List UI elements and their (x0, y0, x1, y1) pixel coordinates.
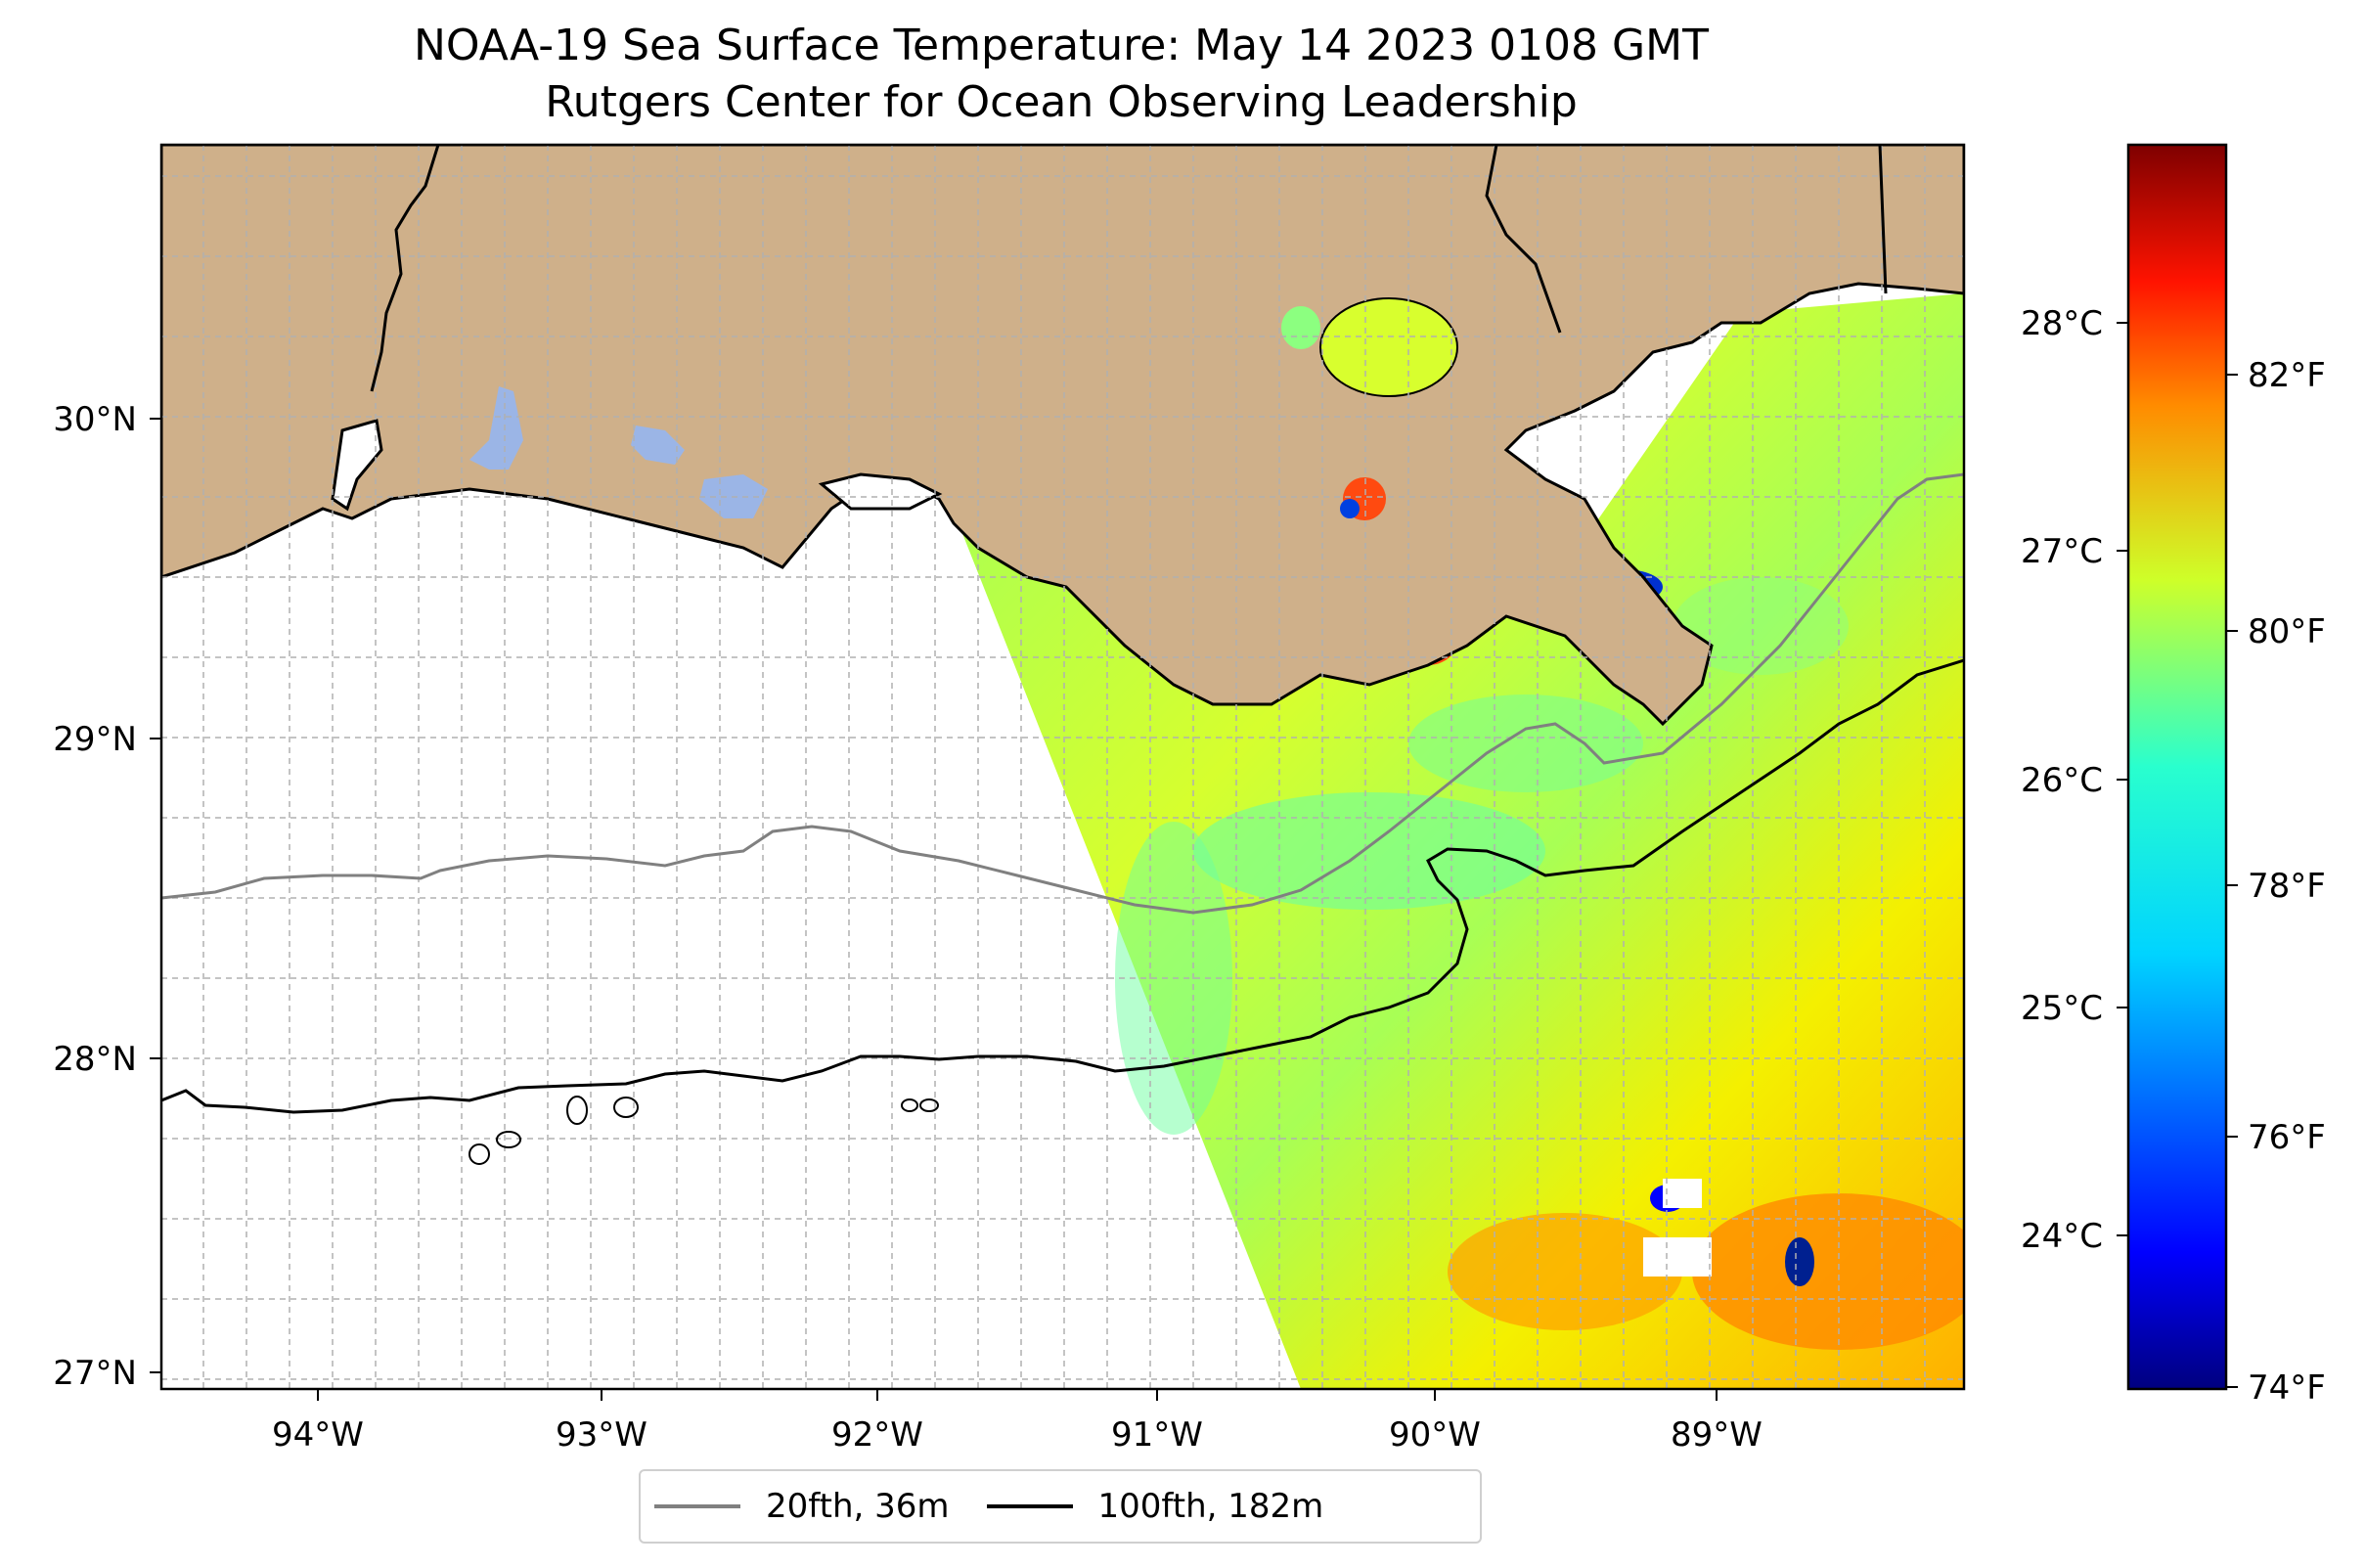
legend-label: 20fth, 36m (766, 1487, 950, 1526)
lat-tick-label: 27°N (53, 1354, 137, 1393)
graticule (161, 145, 1964, 1389)
sabine-lake (331, 419, 383, 512)
title-line-1: NOAA-19 Sea Surface Temperature: May 14 … (414, 21, 1709, 70)
calcasieu (818, 472, 943, 511)
lon-tick-label: 89°W (1671, 1415, 1763, 1455)
lon-tick-label: 94°W (272, 1415, 364, 1455)
state-border (370, 145, 440, 392)
lake-2 (631, 426, 685, 465)
contour-20fth (161, 472, 1964, 915)
lake-1 (469, 386, 523, 470)
fahrenheit-tick-label: 76°F (2248, 1118, 2326, 1157)
colorbar (2126, 143, 2228, 1391)
colorbar-celsius-labels: 28°C 27°C 26°C 25°C 24°C (2021, 304, 2103, 1256)
legend-swatch (986, 1504, 1073, 1508)
fahrenheit-tick-label: 78°F (2248, 867, 2326, 906)
lat-tick-label: 30°N (53, 400, 137, 439)
lon-tick-label: 91°W (1111, 1415, 1203, 1455)
lon-tick-label: 92°W (831, 1415, 923, 1455)
fahrenheit-tick-label: 74°F (2248, 1368, 2326, 1408)
celsius-tick-label: 28°C (2021, 304, 2103, 343)
lat-tick-labels: 30°N 29°N 28°N 27°N (53, 400, 137, 1393)
legend-item-100fth: 100fth, 182m (986, 1487, 1324, 1526)
lat-tick-label: 28°N (53, 1040, 137, 1079)
title-line-2: Rutgers Center for Ocean Observing Leade… (545, 77, 1578, 127)
state-border-east (1485, 145, 1562, 334)
fahrenheit-tick-label: 82°F (2248, 356, 2326, 395)
legend-label: 100fth, 182m (1097, 1487, 1324, 1526)
colorbar-fahrenheit-labels: 82°F 80°F 78°F 76°F 74°F (2248, 356, 2326, 1408)
celsius-tick-label: 24°C (2021, 1217, 2103, 1256)
celsius-tick-label: 27°C (2021, 532, 2103, 571)
legend-item-20fth: 20fth, 36m (654, 1487, 950, 1526)
cloud-gap-1 (1663, 1179, 1702, 1208)
map-frame (159, 143, 1966, 1391)
lat-tick-label: 29°N (53, 720, 137, 759)
legend-swatch (654, 1504, 740, 1508)
contour-100fth (161, 658, 1964, 1114)
lon-tick-label: 90°W (1389, 1415, 1481, 1455)
chart-title: NOAA-19 Sea Surface Temperature: May 14 … (156, 18, 1966, 131)
fahrenheit-tick-label: 80°F (2248, 612, 2326, 651)
lon-tick-label: 93°W (556, 1415, 647, 1455)
lon-tick-labels: 94°W 93°W 92°W 91°W 90°W 89°W (272, 1415, 1763, 1455)
cloud-gap-2 (1643, 1237, 1712, 1277)
map-area (161, 145, 1964, 1389)
land-mass (161, 145, 1964, 727)
celsius-tick-label: 25°C (2021, 989, 2103, 1028)
state-border-ms-al (1878, 145, 1888, 294)
celsius-tick-label: 26°C (2021, 761, 2103, 800)
map-legend: 20fth, 36m 100fth, 182m (639, 1469, 1482, 1544)
